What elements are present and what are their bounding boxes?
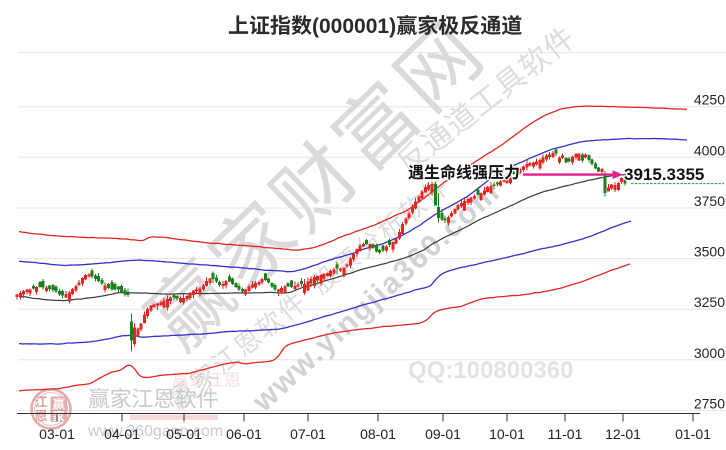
svg-text:3250: 3250: [694, 294, 725, 310]
svg-text:08-01: 08-01: [360, 426, 396, 442]
svg-text:(000001): (000001): [312, 15, 396, 38]
svg-text:QQ:100800360: QQ:100800360: [408, 357, 573, 384]
svg-text:10-01: 10-01: [489, 426, 525, 442]
svg-text:4250: 4250: [694, 92, 725, 108]
svg-text:11-01: 11-01: [548, 426, 583, 442]
svg-text:12-01: 12-01: [605, 426, 641, 442]
svg-text:3915.3355: 3915.3355: [624, 165, 704, 184]
svg-text:4000: 4000: [694, 142, 725, 158]
svg-text:3500: 3500: [694, 244, 725, 260]
svg-text:01-01: 01-01: [675, 426, 711, 442]
svg-text:04-01: 04-01: [104, 426, 140, 442]
svg-text:09-01: 09-01: [425, 426, 461, 442]
svg-text:05-01: 05-01: [166, 426, 202, 442]
svg-text:3000: 3000: [694, 345, 725, 361]
svg-text:www.360gann.com: www.360gann.com: [87, 423, 223, 440]
svg-text:3750: 3750: [694, 193, 725, 209]
svg-text:06-01: 06-01: [226, 426, 262, 442]
svg-text:2750: 2750: [694, 395, 725, 411]
svg-text:07-01: 07-01: [290, 426, 326, 442]
svg-text:03-01: 03-01: [39, 426, 75, 442]
